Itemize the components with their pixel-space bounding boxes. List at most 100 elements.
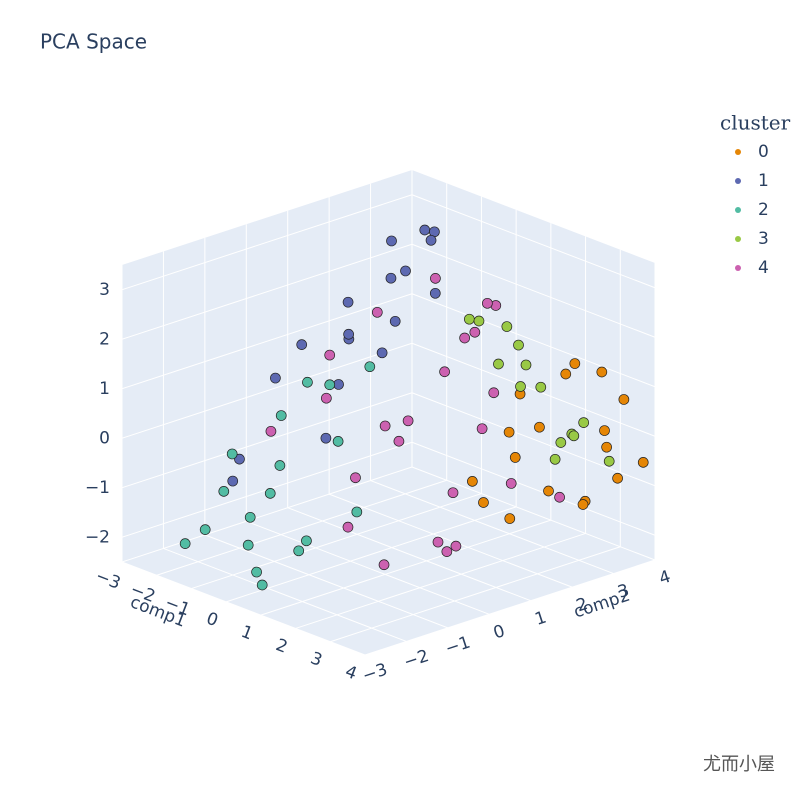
point — [419, 224, 431, 236]
point — [270, 372, 281, 384]
chart-title: PCA Space — [40, 30, 147, 54]
z-tick-label: 3 — [99, 280, 110, 300]
point — [351, 506, 363, 518]
grid-line — [411, 293, 656, 388]
point — [577, 499, 589, 510]
z-tick-label: 1 — [99, 379, 110, 399]
point — [612, 472, 623, 484]
point — [503, 426, 515, 438]
y-tick-label: 4 — [657, 567, 673, 589]
y-tick-label: −3 — [360, 660, 390, 687]
grid-line — [411, 392, 656, 487]
x-tick-label: 2 — [273, 635, 290, 658]
point — [505, 478, 517, 489]
point — [379, 420, 391, 432]
point — [400, 265, 411, 277]
grid-line — [121, 243, 413, 340]
point — [234, 453, 245, 465]
point — [637, 457, 649, 468]
legend-marker — [735, 207, 741, 213]
point — [429, 287, 441, 299]
point — [534, 421, 545, 433]
legend-label: 0 — [758, 142, 769, 162]
point — [560, 368, 572, 380]
point — [578, 417, 590, 428]
point — [179, 538, 191, 549]
legend-label: 4 — [758, 258, 769, 278]
z-tick-label: −2 — [85, 527, 110, 547]
point — [425, 234, 437, 246]
point — [296, 339, 308, 350]
point — [385, 272, 397, 284]
grid-line — [364, 559, 656, 656]
y-tick-label: 0 — [491, 621, 507, 643]
point — [227, 475, 239, 487]
point — [321, 392, 332, 404]
point — [350, 472, 361, 484]
point — [535, 381, 547, 393]
legend-marker — [735, 178, 741, 184]
point — [430, 273, 441, 284]
grid-line — [191, 493, 482, 590]
grid-line — [411, 342, 656, 437]
grid-line — [121, 561, 366, 656]
grid-line — [287, 507, 531, 602]
point — [515, 381, 526, 392]
z-tick-label: 0 — [99, 428, 110, 448]
point — [504, 513, 516, 524]
point — [275, 410, 287, 421]
point — [342, 521, 354, 533]
point — [469, 326, 481, 338]
point — [520, 359, 532, 371]
point — [244, 511, 256, 523]
point — [364, 361, 376, 373]
point — [482, 297, 493, 309]
z-tick-label: −1 — [85, 478, 110, 498]
point — [554, 491, 565, 503]
grid-line — [121, 392, 413, 489]
grid-line — [121, 466, 413, 563]
point — [378, 559, 390, 571]
point — [501, 321, 513, 332]
point — [301, 535, 312, 547]
z-tick-label: 2 — [99, 329, 110, 349]
floor — [122, 467, 655, 655]
point — [543, 485, 554, 497]
y-axis-title: comp2 — [571, 586, 632, 623]
point — [618, 394, 630, 405]
grid-line — [411, 441, 656, 536]
point — [568, 430, 580, 442]
point — [376, 347, 388, 359]
point — [447, 487, 459, 499]
y-tick-label: 1 — [532, 608, 548, 630]
point — [478, 497, 489, 508]
grid-line — [260, 519, 552, 616]
point — [333, 379, 344, 390]
legend-marker — [735, 265, 741, 271]
legend-label: 3 — [758, 229, 769, 249]
x-tick-label: 4 — [342, 662, 359, 685]
point — [493, 358, 504, 370]
point — [320, 432, 332, 444]
x-tick-label: −3 — [93, 566, 124, 594]
grid-line — [370, 480, 614, 575]
legend-marker — [735, 149, 741, 155]
grid-line — [411, 466, 656, 561]
grid-line — [295, 532, 586, 629]
point — [332, 436, 344, 447]
points — [179, 224, 649, 591]
point — [549, 453, 561, 465]
grid-line — [328, 493, 573, 588]
point — [488, 387, 500, 399]
grid-line — [411, 243, 656, 338]
point — [342, 296, 354, 308]
point — [439, 366, 450, 378]
point — [302, 376, 313, 388]
point — [459, 332, 470, 344]
legend-marker — [735, 236, 741, 242]
point — [251, 566, 262, 578]
watermark: 尤而小屋 — [703, 754, 775, 775]
point — [463, 313, 475, 325]
